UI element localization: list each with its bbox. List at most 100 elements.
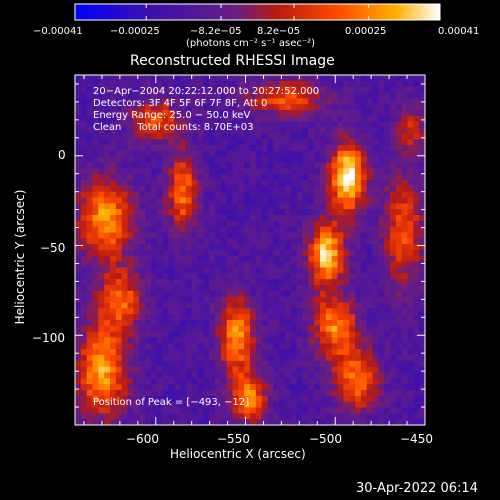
heatmap-cell [413, 86, 420, 93]
heatmap-cell [104, 238, 111, 245]
heatmap-cell [104, 355, 111, 362]
heatmap-cell [168, 80, 175, 88]
heatmap-cell [384, 331, 391, 338]
heatmap-cell [215, 372, 222, 379]
heatmap-cell [98, 92, 105, 99]
heatmap-cell [244, 180, 251, 187]
heatmap-cell [314, 215, 321, 222]
heatmap-cell [401, 180, 408, 187]
heatmap-cell [296, 203, 303, 210]
heatmap-cell [139, 232, 146, 239]
heatmap-cell [273, 355, 280, 362]
heatmap-cell [121, 378, 128, 385]
heatmap-cell [238, 261, 245, 268]
heatmap-cell [360, 75, 368, 82]
heatmap-cell [168, 296, 175, 303]
heatmap-cell [267, 407, 274, 414]
heatmap-cell [395, 110, 403, 117]
heatmap-cell [378, 185, 385, 193]
heatmap-cell [150, 220, 158, 228]
heatmap-cell [413, 215, 420, 222]
heatmap-cell [395, 145, 403, 152]
heatmap-cell [320, 308, 327, 315]
heatmap-cell [180, 209, 187, 216]
heatmap-cell [156, 156, 163, 163]
heatmap-cell [290, 185, 298, 193]
heatmap-cell [150, 244, 158, 251]
heatmap-cell [238, 232, 245, 239]
heatmap-cell [115, 401, 123, 408]
heatmap-cell [127, 285, 134, 292]
heatmap-cell [302, 320, 309, 327]
heatmap-cell [395, 104, 403, 111]
heatmap-cell [185, 314, 193, 321]
heatmap-cell [180, 279, 187, 286]
heatmap-cell [150, 226, 158, 233]
heatmap-cell [372, 384, 379, 391]
heatmap-cell [226, 407, 233, 414]
heatmap-cell [296, 145, 303, 152]
heatmap-cell [255, 191, 263, 198]
heatmap-cell [360, 296, 368, 303]
heatmap-cell [75, 267, 82, 274]
heatmap-cell [401, 419, 408, 426]
heatmap-cell [238, 156, 245, 163]
heatmap-cell [80, 320, 88, 327]
heatmap-cell [390, 115, 397, 123]
heatmap-cell [337, 384, 344, 391]
heatmap-cell [285, 203, 292, 210]
heatmap-cell [98, 390, 105, 397]
heatmap-cell [314, 174, 321, 181]
heatmap-cell [366, 314, 373, 321]
heatmap-cell [185, 203, 193, 210]
heatmap-cell [395, 121, 403, 128]
heatmap-cell [185, 290, 193, 298]
heatmap-cell [279, 325, 286, 333]
heatmap-cell [226, 209, 233, 216]
heatmap-cell [244, 75, 251, 82]
heatmap-cell [226, 419, 233, 426]
heatmap-cell [232, 98, 239, 105]
heatmap-cell [209, 390, 216, 397]
heatmap-cell [226, 197, 233, 204]
heatmap-cell [244, 238, 251, 245]
heatmap-cell [98, 145, 105, 152]
heatmap-cell [372, 121, 379, 128]
heatmap-cell [86, 343, 93, 350]
heatmap-cell [244, 203, 251, 210]
heatmap-cell [372, 314, 379, 321]
heatmap-cell [139, 395, 146, 403]
heatmap-cell [378, 127, 385, 134]
heatmap-cell [191, 302, 198, 309]
heatmap-cell [419, 285, 426, 292]
heatmap-cell [378, 384, 385, 391]
heatmap-cell [232, 320, 239, 327]
heatmap-cell [139, 75, 146, 82]
heatmap-cell [372, 395, 379, 403]
heatmap-cell [325, 308, 333, 315]
heatmap-cell [145, 372, 152, 379]
heatmap-cell [185, 110, 193, 117]
heatmap-cell [191, 325, 198, 333]
heatmap-cell [86, 110, 93, 117]
heatmap-cell [296, 279, 303, 286]
heatmap-cell [110, 302, 117, 309]
heatmap-cell [185, 238, 193, 245]
heatmap-cell [162, 104, 169, 111]
heatmap-cell [127, 390, 134, 397]
heatmap-cell [174, 250, 181, 257]
y-tick-label: 0 [58, 148, 66, 162]
heatmap-cell [273, 226, 280, 233]
heatmap-cell [226, 133, 233, 140]
heatmap-cell [75, 127, 82, 134]
heatmap-cell [238, 360, 245, 368]
heatmap-cell [162, 407, 169, 414]
heatmap-cell [121, 267, 128, 274]
heatmap-cell [401, 366, 408, 373]
heatmap-cell [384, 121, 391, 128]
heatmap-cell [220, 413, 228, 420]
heatmap-cell [121, 255, 128, 263]
heatmap-cell [226, 250, 233, 257]
heatmap-cell [226, 127, 233, 134]
heatmap-cell [360, 255, 368, 263]
